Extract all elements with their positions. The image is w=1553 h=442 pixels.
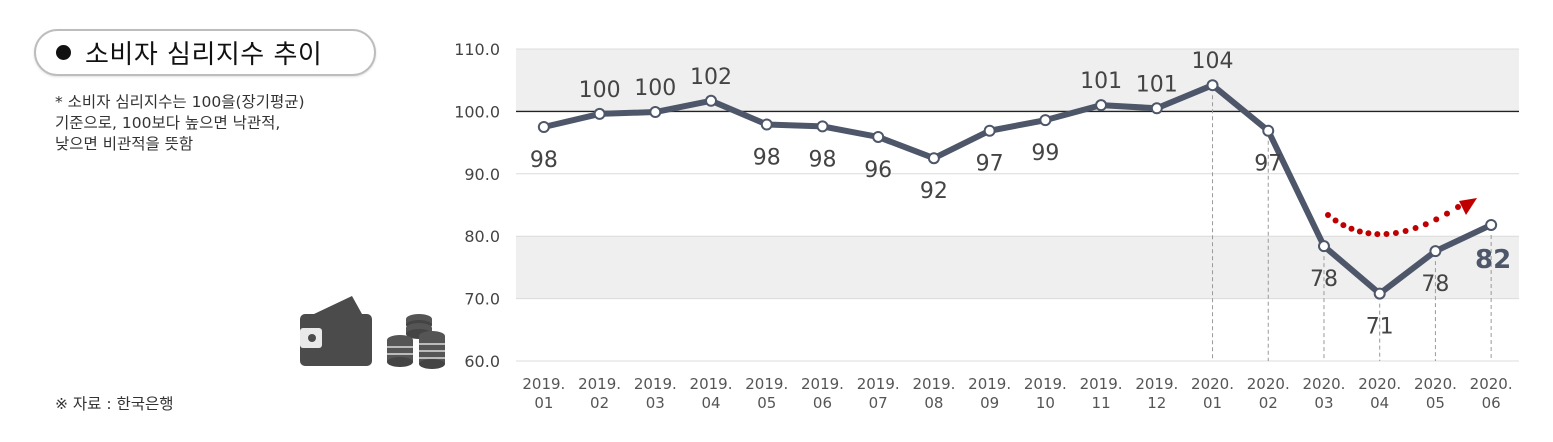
chart-note: * 소비자 심리지수는 100을(장기평균) 기준으로, 100보다 높으면 낙… — [55, 92, 305, 155]
data-label: 71 — [1366, 315, 1394, 340]
data-label: 99 — [1031, 141, 1059, 166]
data-label: 100 — [579, 78, 621, 103]
y-tick-label: 70.0 — [464, 290, 500, 309]
y-tick-label: 90.0 — [464, 165, 500, 184]
data-point — [1150, 102, 1163, 115]
x-tick-label: 2020. 01 — [1191, 375, 1234, 412]
trend-dot — [1455, 204, 1461, 210]
data-point — [649, 106, 662, 119]
data-point — [705, 94, 718, 107]
data-label: 97 — [976, 152, 1004, 177]
data-label: 102 — [690, 65, 732, 90]
bullet-icon — [56, 45, 71, 60]
trend-dot — [1356, 228, 1363, 235]
data-label: 101 — [1080, 69, 1122, 94]
trend-dot — [1383, 231, 1390, 237]
trend-arrowhead — [1459, 198, 1477, 215]
series-line — [540, 82, 1495, 297]
data-point — [1039, 114, 1052, 127]
data-point — [1206, 79, 1219, 92]
y-tick-label: 100.0 — [454, 102, 500, 121]
x-tick-label: 2019. 05 — [745, 375, 788, 412]
trend-dot — [1365, 230, 1372, 237]
data-label: 98 — [753, 146, 781, 171]
x-tick-label: 2019. 11 — [1080, 375, 1123, 412]
x-tick-label: 2019. 08 — [912, 375, 955, 412]
data-label: 96 — [864, 158, 892, 183]
trend-dot — [1412, 225, 1419, 232]
x-tick-label: 2019. 09 — [968, 375, 1011, 412]
data-label: 98 — [530, 148, 558, 173]
chart-title-pill: 소비자 심리지수 추이 — [34, 29, 376, 76]
data-point — [816, 120, 829, 133]
x-tick-label: 2019. 07 — [857, 375, 900, 412]
trend-dot — [1392, 229, 1399, 236]
data-label: 82 — [1475, 245, 1511, 275]
data-point — [537, 121, 550, 133]
shaded-band — [516, 236, 1519, 299]
data-label: 100 — [634, 76, 676, 101]
x-tick-label: 2019. 01 — [522, 375, 565, 412]
trend-dot — [1340, 222, 1347, 229]
x-tick-label: 2019. 10 — [1024, 375, 1067, 412]
shaded-band — [516, 49, 1519, 112]
data-point — [593, 107, 606, 120]
wallet-icon — [300, 296, 372, 366]
recovery-trend-arrow — [1325, 198, 1477, 238]
y-tick-label: 80.0 — [464, 227, 500, 246]
source-note: ※ 자료 : 한국은행 — [55, 395, 174, 413]
chart-title: 소비자 심리지수 추이 — [85, 40, 323, 70]
data-point — [983, 124, 996, 137]
data-label: 78 — [1310, 267, 1338, 292]
trend-dot — [1332, 217, 1339, 224]
data-label: 97 — [1254, 152, 1282, 177]
trend-dot — [1374, 231, 1381, 238]
x-tick-label: 2019. 06 — [801, 375, 844, 412]
x-tick-label: 2019. 02 — [578, 375, 621, 412]
data-point — [1317, 240, 1330, 253]
data-label: 104 — [1192, 49, 1234, 74]
data-point — [1373, 287, 1386, 300]
y-tick-label: 60.0 — [464, 352, 500, 371]
data-label: 98 — [808, 147, 836, 172]
coin-stack-icon — [387, 314, 445, 369]
x-tick-label: 2020. 02 — [1247, 375, 1290, 412]
note-line: * 소비자 심리지수는 100을(장기평균) — [55, 93, 305, 111]
trend-dot — [1402, 227, 1409, 234]
x-tick-label: 2020. 04 — [1358, 375, 1401, 412]
trend-dot — [1422, 221, 1429, 228]
data-label: 78 — [1421, 272, 1449, 297]
data-point — [760, 118, 773, 131]
note-line: 기준으로, 100보다 높으면 낙관적, — [55, 114, 281, 132]
x-tick-label: 2020. 03 — [1302, 375, 1345, 412]
x-tick-label: 2020. 05 — [1414, 375, 1457, 412]
note-line: 낮으면 비관적을 뜻함 — [55, 135, 194, 153]
data-point — [1429, 245, 1442, 258]
x-tick-label: 2020. 06 — [1470, 375, 1513, 412]
finance-icons — [300, 296, 445, 369]
data-point — [1095, 99, 1108, 112]
trend-dot — [1325, 212, 1331, 218]
data-label: 101 — [1136, 72, 1178, 97]
trend-dot — [1433, 216, 1440, 223]
data-point — [1262, 124, 1275, 137]
x-tick-label: 2019. 04 — [690, 375, 733, 412]
data-point — [1485, 218, 1498, 231]
data-point — [872, 130, 885, 143]
data-label: 92 — [920, 179, 948, 204]
trend-dot — [1443, 210, 1450, 217]
trend-dot — [1348, 225, 1355, 232]
y-tick-label: 110.0 — [454, 40, 500, 59]
x-tick-label: 2019. 12 — [1135, 375, 1178, 412]
x-tick-label: 2019. 03 — [634, 375, 677, 412]
data-point — [927, 152, 940, 165]
